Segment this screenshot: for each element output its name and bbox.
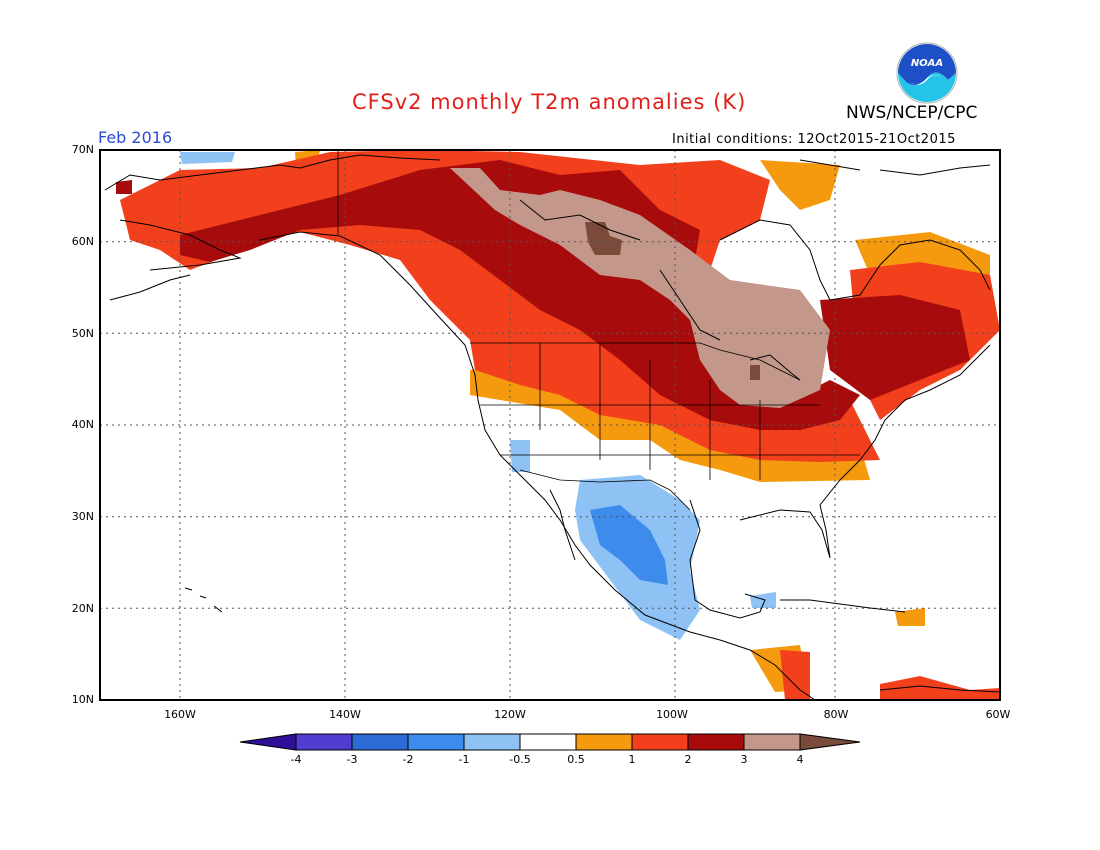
- graticule: [100, 150, 1000, 700]
- colorbar-tick: -0.5: [509, 753, 531, 766]
- colorbar-swatch: [519, 733, 577, 751]
- colorbar-swatch: [687, 733, 745, 751]
- lat-label: 30N: [71, 510, 94, 523]
- lat-label: 20N: [71, 602, 94, 615]
- colorbar-tick: 1: [628, 753, 636, 766]
- colorbar-tick: -1: [458, 753, 470, 766]
- colorbar-tick: 0.5: [567, 753, 585, 766]
- colorbar-tick: -3: [346, 753, 358, 766]
- lon-label: 120W: [494, 708, 526, 721]
- colorbar-swatch: [295, 733, 353, 751]
- colorbar-swatch: [407, 733, 465, 751]
- lat-label: 10N: [71, 693, 94, 706]
- map-frame: [99, 149, 1001, 701]
- colorbar-swatch: [463, 733, 521, 751]
- colorbar-swatch: [631, 733, 689, 751]
- colorbar-tick: 2: [684, 753, 692, 766]
- anomaly-region-tan: [450, 168, 830, 408]
- colorbar-tick: 3: [740, 753, 748, 766]
- coastlines: [104, 154, 1000, 700]
- noaa-logo-text: NOAA: [911, 58, 943, 69]
- lat-label: 50N: [71, 327, 94, 340]
- lon-label: 80W: [823, 708, 849, 721]
- lat-label: 40N: [71, 418, 94, 431]
- colorbar-tick: 4: [796, 753, 804, 766]
- colorbar-swatch: [743, 733, 801, 751]
- agency-label: NWS/NCEP/CPC: [846, 103, 978, 123]
- colorbar-tick: -4: [290, 753, 302, 766]
- colorbar-swatch-gt-4: [799, 733, 861, 751]
- lon-label: 100W: [656, 708, 688, 721]
- lat-label: 60N: [71, 235, 94, 248]
- noaa-logo: NOAA: [896, 42, 958, 104]
- lon-label: 140W: [329, 708, 361, 721]
- borders: [337, 150, 860, 511]
- map-title: CFSv2 monthly T2m anomalies (K): [352, 90, 747, 114]
- colorbar-swatch: [351, 733, 409, 751]
- lon-label: 60W: [985, 708, 1011, 721]
- colorbar-tick: -2: [402, 753, 414, 766]
- anomaly-region-darkred: [116, 160, 970, 430]
- colorbar-swatch: [575, 733, 633, 751]
- initial-conditions: Initial conditions: 12Oct2015-21Oct2015: [672, 132, 956, 147]
- colorbar-swatch-lt-4: [239, 733, 297, 751]
- forecast-month: Feb 2016: [98, 128, 173, 147]
- lon-label: 160W: [164, 708, 196, 721]
- anomaly-region-brown: [585, 222, 760, 380]
- anomaly-region-blue: [590, 505, 668, 585]
- lat-label: 70N: [71, 143, 94, 156]
- colorbar: [239, 733, 861, 751]
